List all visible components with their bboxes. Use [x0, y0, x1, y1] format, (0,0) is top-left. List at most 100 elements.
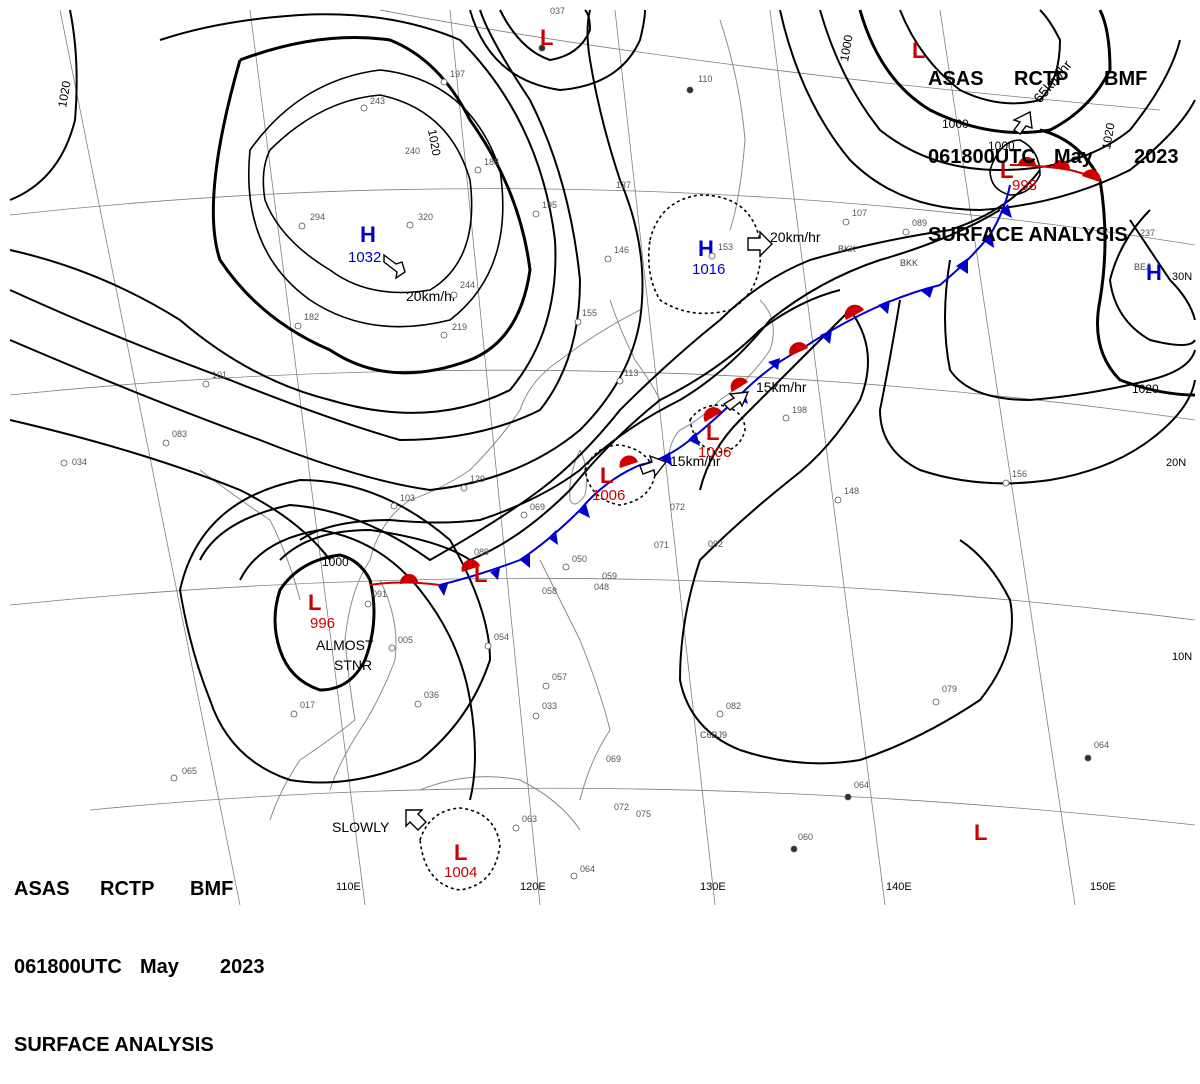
isobar-11 [273, 553, 376, 692]
station-value: 034 [72, 457, 87, 467]
low-marker: L [600, 463, 613, 488]
coast-vietnam [329, 579, 397, 791]
station-marker [562, 563, 570, 571]
arrow-l1006-west [639, 454, 668, 478]
high-value: 1016 [692, 261, 725, 278]
low-marker: L [474, 562, 487, 587]
station-value: 069 [606, 754, 621, 764]
low-value: 1006 [592, 487, 625, 504]
isobar-label: 1020 [1132, 382, 1159, 396]
station-marker [842, 218, 850, 226]
isobar-labels: 1020 1020 1020 1020 1000 1000 1000 1000 [55, 33, 1159, 569]
isobar-27 [584, 444, 656, 506]
cold-barb-12 [920, 286, 934, 298]
cold-barb-10 [820, 330, 832, 344]
station-marker [390, 502, 398, 510]
warm-bump-10 [1082, 169, 1101, 182]
station-value: 237 [1140, 228, 1155, 238]
station-marker [360, 104, 368, 112]
station-value: 092 [708, 539, 723, 549]
station-value: 054 [494, 632, 509, 642]
coast-japan [667, 299, 774, 461]
isobar-label: 1000 [988, 139, 1015, 153]
station-value: 075 [636, 809, 651, 819]
system-note: STNR [334, 657, 372, 673]
station-marker [538, 44, 546, 52]
isobar-label: 1000 [942, 117, 969, 131]
isobar-16 [878, 299, 1196, 485]
station-value: 129 [470, 474, 485, 484]
station-marker [542, 682, 550, 690]
cold-front-barbs [438, 204, 1012, 596]
cold-barb-14 [982, 232, 994, 248]
isobar-6 [9, 9, 582, 442]
isobar-14 [178, 478, 492, 784]
header-line-3: SURFACE ANALYSIS [928, 224, 1128, 246]
coast-sakhalin [719, 19, 746, 231]
isobar-23 [819, 9, 1181, 172]
coast-borneo [419, 776, 581, 831]
parallel-0n [89, 787, 1196, 826]
meridian-120e [449, 9, 541, 906]
station-value: 071 [654, 540, 669, 550]
warm-bump-5 [730, 377, 748, 392]
station-value: 069 [530, 502, 545, 512]
isobar-15 [678, 308, 1013, 765]
isobar-26 [647, 194, 762, 315]
isobar-21 [899, 9, 1062, 105]
station-marker [834, 496, 842, 504]
isobar-10 [299, 209, 1001, 541]
isobar-24 [779, 9, 1196, 212]
header-code: BMF [1104, 68, 1148, 90]
station-marker [532, 210, 540, 218]
warm-bump-7 [844, 304, 864, 320]
station-value: 079 [942, 684, 957, 694]
high-marker: H [360, 222, 376, 247]
meridian-140e [769, 9, 886, 906]
chart-background [0, 0, 1200, 919]
station-value: 064 [580, 864, 595, 874]
cold-barb-7 [688, 432, 700, 446]
cold-barb-9 [768, 358, 780, 370]
station-value: 294 [310, 212, 325, 222]
station-value: 103 [400, 493, 415, 503]
arrow-l1004 [405, 809, 427, 831]
header-month: May [1054, 146, 1093, 168]
station-marker [440, 78, 448, 86]
header-code: BMF [190, 878, 234, 900]
station-value: 083 [172, 429, 187, 439]
low-marker: L [1000, 158, 1013, 183]
latitude-label: 20N [1166, 457, 1186, 469]
low-marker: L [540, 25, 553, 50]
arrow-h1032 [383, 253, 406, 280]
station-value: 058 [542, 586, 557, 596]
low-value: 998 [1012, 177, 1037, 194]
station-marker [604, 255, 612, 263]
station-ids: BKK BKK C6BJ9 BEJ [700, 244, 1151, 740]
warm-bump-3 [619, 455, 638, 468]
header-line-3: SURFACE ANALYSIS [14, 1034, 214, 1056]
graticule-labels: 30N 20N 10N 110E 120E 130E 140E 150E [336, 271, 1192, 893]
latitude-label: 30N [1172, 271, 1192, 283]
station-marker [790, 845, 798, 853]
isobar-12 [239, 528, 476, 801]
cold-barb-2 [490, 568, 500, 580]
coast-china [269, 309, 641, 821]
station-value: 188 [484, 157, 499, 167]
station-marker [60, 459, 68, 467]
station-value: 101 [212, 370, 227, 380]
station-id: BKK [900, 258, 918, 268]
station-value: 048 [594, 582, 609, 592]
station-value: 110 [698, 74, 712, 84]
station-value: 091 [372, 589, 387, 599]
station-marker [474, 166, 482, 174]
station-value: 057 [552, 672, 567, 682]
coast-korea [609, 299, 661, 401]
isobar-label: 1020 [1099, 121, 1117, 150]
arrow-h1016 [747, 230, 773, 258]
station-value: 059 [602, 571, 617, 581]
warm-bump-9 [1052, 159, 1071, 170]
station-value: 064 [854, 780, 869, 790]
station-value: 219 [452, 322, 467, 332]
cold-barb-13 [956, 258, 968, 274]
